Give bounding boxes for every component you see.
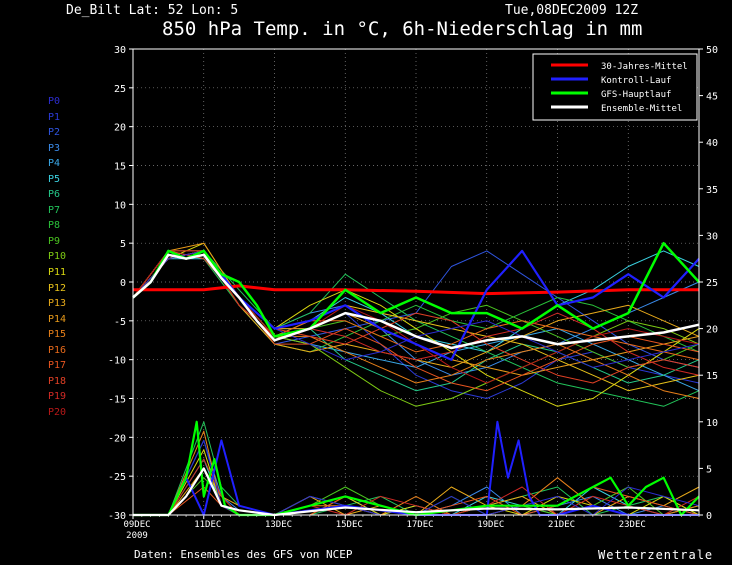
y-right-tick-label: 50 [706, 45, 718, 56]
member-label-p16: P16 [48, 344, 67, 356]
y-right-tick-label: 0 [706, 511, 712, 522]
member-label-p15: P15 [48, 329, 67, 341]
y-left-tick-label: 0 [120, 278, 126, 289]
member-label-p1: P1 [48, 111, 61, 123]
x-tick-label: 17DEC [406, 520, 433, 530]
plot-border [132, 48, 700, 516]
y-left-tick-label: 15 [114, 162, 126, 173]
gfs-precip-line [133, 420, 700, 517]
member-label-p18: P18 [48, 375, 67, 387]
member-label-p19: P19 [48, 391, 67, 403]
member-label-p20: P20 [48, 406, 67, 418]
y-right-tick-label: 25 [706, 278, 718, 289]
member-label-p17: P17 [48, 360, 67, 372]
member-label-p9: P9 [48, 235, 61, 247]
member-precip-line [133, 458, 700, 516]
x-tick-label: 19DEC [477, 520, 504, 530]
legend: 30-Jahres-Mittel Kontroll-Lauf GFS-Hauptla… [532, 53, 698, 121]
member-precip-line [133, 458, 700, 516]
y-left-tick-label: -20 [108, 433, 126, 444]
member-label-p3: P3 [48, 142, 61, 154]
y-left-tick-label: -30 [108, 511, 126, 522]
y-left-tick-label: -25 [108, 472, 126, 483]
y-left-tick-label: 5 [120, 239, 126, 250]
member-label-p12: P12 [48, 282, 67, 294]
x-tick-label: 11DEC [194, 520, 221, 530]
y-left-tick-label: -10 [108, 356, 126, 367]
member-label-p10: P10 [48, 251, 67, 263]
member-label-p4: P4 [48, 158, 61, 170]
data-source-note: Daten: Ensembles des GFS von NCEP [134, 548, 353, 561]
y-right-tick-label: 30 [706, 231, 718, 242]
legend-label: Kontroll-Lauf [601, 76, 671, 86]
y-axis-right: 0 5 10 15 20 25 30 35 40 45 50 [699, 45, 718, 522]
y-left-tick-label: -15 [108, 395, 126, 406]
y-left-tick-label: 25 [114, 84, 126, 95]
chart-title: 850 hPa Temp. in °C, 6h-Niederschlag in … [162, 18, 643, 40]
y-right-tick-label: 20 [706, 325, 718, 336]
x-tick-label: 23DEC [619, 520, 646, 530]
x-tick-label: 13DEC [265, 520, 292, 530]
ensemble-mean-line [132, 253, 700, 350]
member-label-p11: P11 [48, 267, 67, 279]
member-label-p14: P14 [48, 313, 67, 325]
y-right-tick-label: 5 [706, 464, 712, 475]
member-label-p6: P6 [48, 189, 61, 201]
x-tick-label: 21DEC [548, 520, 575, 530]
x-year-label: 2009 [126, 531, 148, 541]
y-right-tick-label: 40 [706, 138, 718, 149]
climate-mean-line [133, 284, 699, 296]
y-left-tick-label: 30 [114, 45, 126, 56]
y-right-tick-label: 35 [706, 185, 718, 196]
member-label-p8: P8 [48, 220, 61, 232]
station-info: De_Bilt Lat: 52 Lon: 5 [66, 3, 239, 18]
y-right-tick-label: 45 [706, 92, 718, 103]
legend-label: 30-Jahres-Mittel [601, 62, 688, 72]
y-left-tick-label: -5 [114, 317, 126, 328]
y-right-tick-label: 15 [706, 371, 718, 382]
x-tick-label: 09DEC [123, 520, 150, 530]
member-label-p2: P2 [48, 127, 61, 139]
run-datetime: Tue,08DEC2009 12Z [505, 3, 639, 18]
member-list: P0 P1 P2 P3 P4 P5 P6 P7 P8 P9 P10 P11 P12 P13 P14 P15 P1… [48, 94, 66, 420]
x-tick-label: 15DEC [336, 520, 363, 530]
gfs-temp-line [132, 241, 700, 338]
brand-label: Wetterzentrale [598, 548, 714, 562]
member-label-p7: P7 [48, 204, 61, 216]
member-label-p13: P13 [48, 298, 67, 310]
series-lines [132, 241, 700, 517]
legend-label: GFS-Hauptlauf [601, 90, 671, 100]
legend-label: Ensemble-Mittel [601, 104, 682, 114]
y-left-tick-label: 20 [114, 123, 126, 134]
y-right-tick-label: 10 [706, 418, 718, 429]
y-axis-left: -30 -25 -20 -15 -10 -5 0 5 10 15 20 25 30 [108, 45, 133, 522]
grid [133, 49, 699, 515]
plot-frame [132, 48, 700, 516]
member-label-p5: P5 [48, 173, 61, 185]
y-left-tick-label: 10 [114, 200, 126, 211]
member-label-p0: P0 [48, 96, 61, 107]
